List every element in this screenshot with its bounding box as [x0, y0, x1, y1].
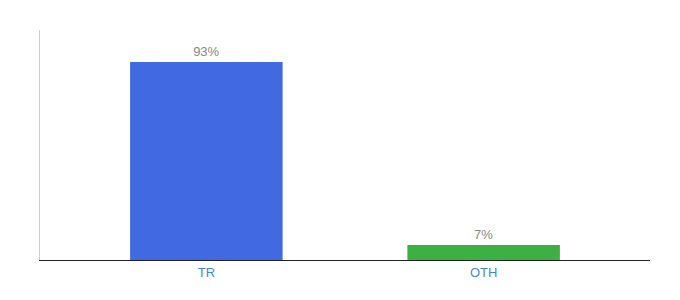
svg-text:7%: 7%: [474, 227, 493, 242]
svg-text:TR: TR: [198, 265, 215, 280]
svg-text:OTH: OTH: [470, 265, 497, 280]
svg-text:93%: 93%: [193, 44, 219, 59]
